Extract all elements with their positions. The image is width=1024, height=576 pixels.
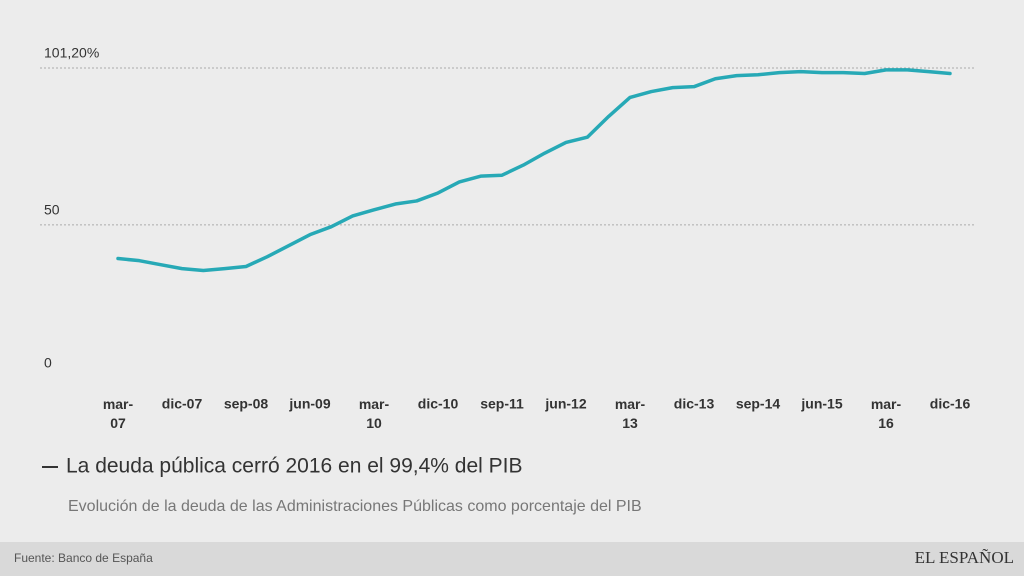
source: Fuente: Banco de España [14, 551, 153, 565]
x-tick-label: sep-11 [480, 396, 524, 412]
x-tick-label: mar-07 [103, 396, 134, 431]
x-tick-label: jun-12 [544, 396, 586, 412]
y-tick-label: 0 [44, 355, 52, 371]
y-tick-label: 50 [44, 202, 60, 218]
y-tick-label: 101,20% [44, 45, 99, 61]
x-tick-label: jun-15 [800, 396, 842, 412]
x-tick-label: mar-16 [871, 396, 902, 431]
x-tick-label: mar-13 [615, 396, 646, 431]
x-tick-label: jun-09 [288, 396, 330, 412]
chart-subtitle: Evolución de la deuda de las Administrac… [68, 498, 642, 515]
brand-logo: EL ESPAÑOL [915, 548, 1014, 567]
x-tick-label: dic-13 [674, 396, 715, 412]
x-tick-label: dic-10 [418, 396, 459, 412]
footer [0, 542, 1024, 576]
x-tick-label: mar-10 [359, 396, 390, 431]
data-line [116, 68, 952, 273]
x-tick-label: sep-08 [224, 396, 269, 412]
chart-title: La deuda pública cerró 2016 en el 99,4% … [66, 455, 523, 478]
x-tick-label: dic-07 [162, 396, 203, 412]
x-tick-label: dic-16 [930, 396, 971, 412]
x-tick-label: sep-14 [736, 396, 781, 412]
